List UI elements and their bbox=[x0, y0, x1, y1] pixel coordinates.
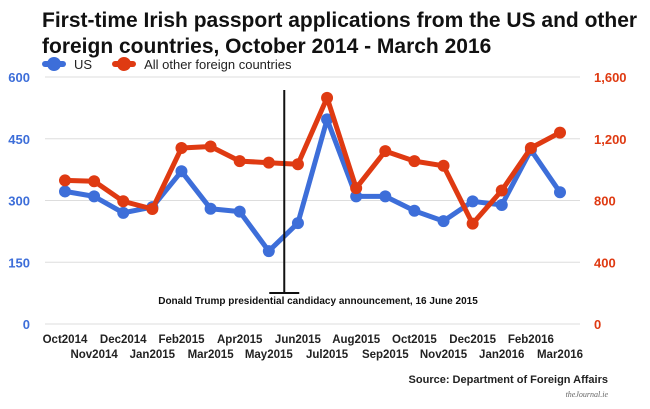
y-right-tick-label: 1,200 bbox=[594, 132, 627, 147]
legend-label-other: All other foreign countries bbox=[144, 56, 292, 72]
x-tick-label: Nov2014 bbox=[70, 349, 118, 361]
data-point-other bbox=[233, 155, 246, 168]
data-point-us bbox=[117, 206, 130, 219]
y-left-tick-label: 600 bbox=[8, 70, 30, 85]
x-tick-label: Jan2016 bbox=[479, 349, 524, 361]
data-point-us bbox=[554, 186, 566, 199]
data-point-us bbox=[88, 190, 101, 203]
x-tick-label: Oct2014 bbox=[43, 334, 88, 346]
y-left-tick-label: 450 bbox=[8, 132, 30, 147]
y-right-tick-label: 800 bbox=[594, 194, 616, 209]
data-point-other bbox=[524, 142, 537, 155]
legend-swatch-us bbox=[42, 57, 66, 71]
data-point-other bbox=[117, 195, 130, 208]
x-tick-label: Feb2015 bbox=[158, 334, 205, 346]
y-left-tick-label: 300 bbox=[8, 194, 30, 209]
data-point-us bbox=[262, 245, 275, 258]
chart-title: First-time Irish passport applications f… bbox=[42, 9, 638, 58]
x-tick-label: Feb2016 bbox=[508, 334, 554, 346]
data-point-other bbox=[408, 155, 421, 168]
x-tick-label: Dec2015 bbox=[449, 334, 496, 346]
data-point-other bbox=[350, 182, 363, 195]
y-right-tick-label: 400 bbox=[594, 255, 616, 270]
data-point-other bbox=[88, 175, 101, 188]
x-tick-label: Apr2015 bbox=[217, 334, 263, 346]
data-point-other bbox=[175, 142, 188, 155]
legend-item-other: All other foreign countries bbox=[112, 57, 291, 72]
data-point-us bbox=[321, 113, 334, 126]
x-tick-label: Oct2015 bbox=[392, 334, 437, 346]
data-point-us bbox=[437, 215, 450, 228]
data-point-us bbox=[233, 205, 246, 218]
annotation-label: Donald Trump presidential candidacy anno… bbox=[158, 296, 478, 307]
data-point-us bbox=[59, 185, 71, 198]
credit-logo: theJournal.ie bbox=[565, 390, 608, 399]
legend-item-us: US bbox=[42, 57, 92, 72]
legend-swatch-other bbox=[112, 57, 137, 71]
source-note: Source: Department of Foreign Affairs bbox=[408, 374, 608, 386]
x-tick-label: Dec2014 bbox=[100, 334, 147, 346]
data-point-us bbox=[495, 199, 508, 212]
data-point-us bbox=[350, 190, 363, 203]
data-point-other bbox=[146, 202, 159, 215]
x-tick-label: May2015 bbox=[245, 349, 294, 361]
data-point-other bbox=[495, 184, 508, 197]
data-point-other bbox=[437, 159, 450, 172]
data-point-other bbox=[466, 217, 479, 230]
y-left-tick-label: 0 bbox=[23, 317, 30, 332]
legend: US All other foreign countries bbox=[42, 56, 311, 72]
x-tick-label: Jul2015 bbox=[306, 349, 349, 361]
x-tick-label: Mar2015 bbox=[188, 349, 235, 361]
data-point-us bbox=[408, 204, 421, 217]
data-point-us bbox=[379, 190, 392, 203]
x-tick-label: Aug2015 bbox=[332, 334, 381, 346]
data-point-us bbox=[466, 195, 479, 208]
y-left-tick-label: 150 bbox=[8, 255, 30, 270]
data-point-other bbox=[262, 156, 275, 169]
x-tick-label: Sep2015 bbox=[362, 349, 409, 361]
data-point-other bbox=[554, 126, 566, 139]
y-right-tick-label: 0 bbox=[594, 317, 601, 332]
data-point-other bbox=[321, 91, 334, 104]
x-tick-label: Jan2015 bbox=[130, 349, 176, 361]
legend-label-us: US bbox=[74, 56, 93, 72]
data-point-us bbox=[175, 165, 188, 178]
data-point-other bbox=[379, 145, 392, 158]
data-point-other bbox=[59, 174, 71, 187]
data-point-other bbox=[291, 158, 304, 171]
data-point-us bbox=[291, 217, 304, 230]
x-tick-label: Nov2015 bbox=[420, 349, 468, 361]
data-point-other bbox=[204, 140, 217, 153]
data-point-us bbox=[204, 202, 217, 215]
x-tick-label: Mar2016 bbox=[537, 349, 583, 361]
x-tick-label: Jun2015 bbox=[275, 334, 322, 346]
y-right-tick-label: 1,600 bbox=[594, 70, 627, 85]
